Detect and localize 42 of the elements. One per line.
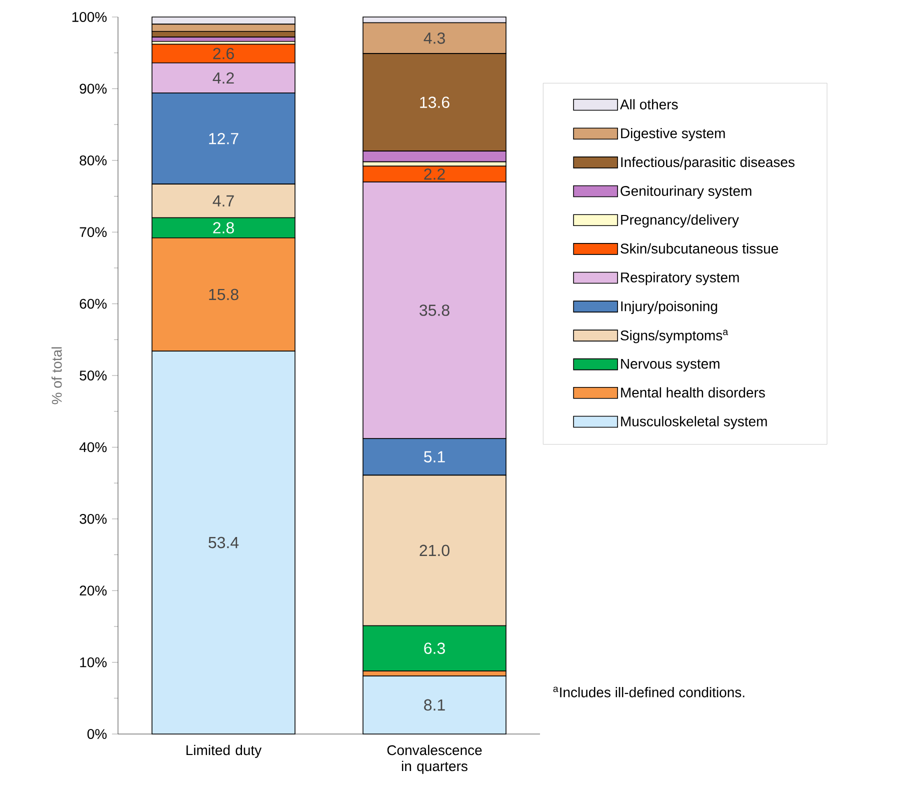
y-tick-label: 60% [80,298,107,309]
y-tick-label: 80% [80,155,107,166]
x-tick-label: Limited duty [186,744,262,758]
legend-label: Respiratory system [621,272,739,286]
legend-label: Genitourinary system [620,186,752,199]
legend-label: Musculoskeletal system [621,416,767,430]
y-tick-label: 10% [80,657,107,668]
legend-label: Digestive system [621,128,725,142]
data-label: 4.2 [212,72,234,84]
text: $^{a}$Includes ill-defined conditions. [553,686,744,698]
x-tick-label: Convalescence in quarters [387,744,482,774]
data-label: 15.8 [209,288,238,300]
y-tick-label: 70% [80,227,107,238]
legend-label: Injury/poisoning [621,300,718,314]
data-label: 4.7 [212,195,234,206]
data-label: 21.0 [420,544,450,556]
data-label: 5.1 [424,451,445,462]
y-tick-label: 50% [80,370,107,380]
data-label: 53.4 [208,536,239,548]
data-label: 4.3 [424,32,445,44]
data-label: 8.1 [424,699,445,711]
data-label: 12.7 [209,132,238,144]
legend-label: Signs/symptoms$^{a}$ [620,330,728,344]
legend-label: Infectious/parasitic diseases [621,156,795,170]
data-label: 13.6 [420,96,450,108]
data-label: 35.8 [420,304,450,316]
data-label: 6.3 [424,642,445,654]
y-tick-label: 20% [80,586,107,596]
y-axis-title: % of total [52,347,62,404]
legend-label: All others [620,99,678,110]
data-label: 2.8 [213,222,234,234]
y-tick-label: 90% [80,84,107,94]
data-label: 2.2 [424,168,445,180]
y-tick-label: 40% [79,442,107,452]
y-tick-label: 30% [80,514,107,524]
legend-label: Nervous system [621,358,720,372]
legend-label: Skin/subcutaneous tissue [620,243,778,254]
y-tick-label: 0% [87,729,107,739]
legend-label: Pregnancy/delivery [621,214,739,228]
data-label: 2.6 [213,48,234,60]
legend-label: Mental health disorders [621,387,765,398]
y-tick-label: 100% [72,12,107,22]
